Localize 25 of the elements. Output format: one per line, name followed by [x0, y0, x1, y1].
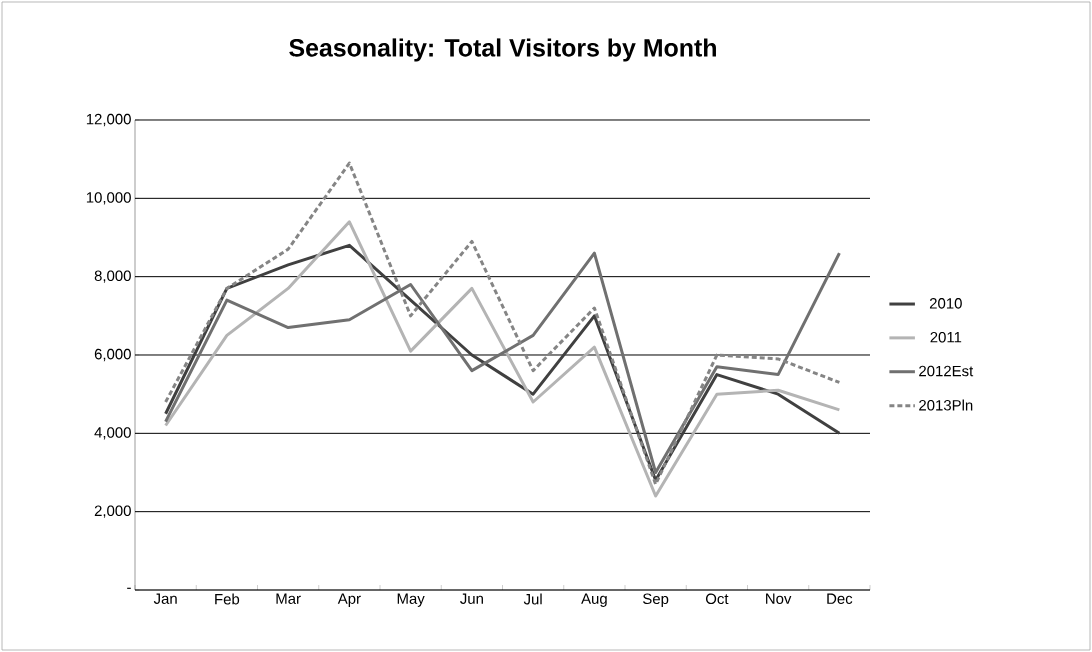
legend-label: 2013Pln: [919, 399, 973, 411]
x-tick-label: Feb: [215, 593, 240, 605]
x-tick-label: Oct: [705, 593, 729, 605]
y-tick-label: 4,000: [94, 427, 131, 440]
x-tick-label: Dec: [827, 593, 853, 604]
y-tick-label: 6,000: [94, 348, 131, 362]
x-tick-label: Jun: [460, 593, 483, 604]
x-tick-label: Nov: [766, 593, 792, 604]
legend-label: 2010: [929, 298, 962, 309]
chart-title: Seasonality: Total Visitors by Month: [289, 38, 716, 62]
y-tick-label: 12,000: [86, 113, 131, 127]
y-tick-label: 8,000: [94, 270, 131, 283]
y-tick-label: 2,000: [94, 505, 131, 518]
y-tick-label: -: [127, 587, 131, 589]
line-series: [164, 161, 841, 486]
y-tick-label: 10,000: [86, 192, 131, 205]
x-tick-label: May: [397, 593, 425, 607]
legend-label: 2012Est: [919, 365, 974, 377]
legend-label: 2011: [930, 331, 962, 343]
x-tick-label: Apr: [337, 593, 361, 607]
x-tick-label: Jul: [523, 593, 542, 605]
x-tick-label: Sep: [643, 593, 669, 608]
x-tick-label: Aug: [581, 593, 607, 607]
x-tick-label: Jan: [153, 593, 177, 604]
x-tick-label: Mar: [276, 593, 301, 604]
